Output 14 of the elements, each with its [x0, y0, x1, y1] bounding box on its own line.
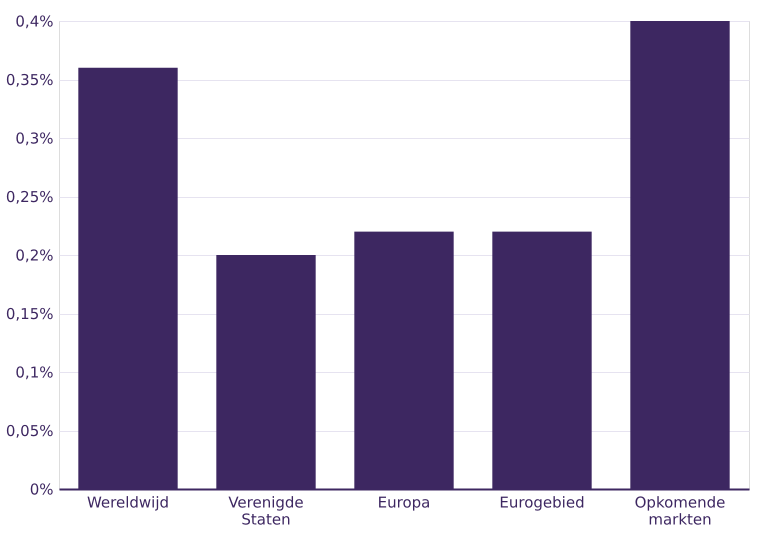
y-tick-label: 0,15% [6, 305, 54, 323]
x-tick-label: Verenigde Staten [228, 494, 304, 528]
y-tick-label: 0,3% [15, 130, 54, 148]
x-tick-label: Eurogebied [499, 494, 585, 512]
y-tick-label: 0,25% [6, 188, 54, 206]
y-tick-label: 0,4% [15, 12, 54, 30]
y-tick-label: 0,05% [6, 422, 54, 440]
y-tick-label: 0% [30, 480, 54, 498]
x-tick-label: Wereldwijd [86, 494, 170, 512]
y-tick-label: 0,1% [15, 364, 54, 382]
x-tick-label: Europa [378, 494, 430, 512]
x-tick-label: Opkomende markten [634, 494, 726, 528]
y-tick-label: 0,2% [15, 246, 54, 264]
y-tick-label: 0,35% [6, 71, 54, 89]
